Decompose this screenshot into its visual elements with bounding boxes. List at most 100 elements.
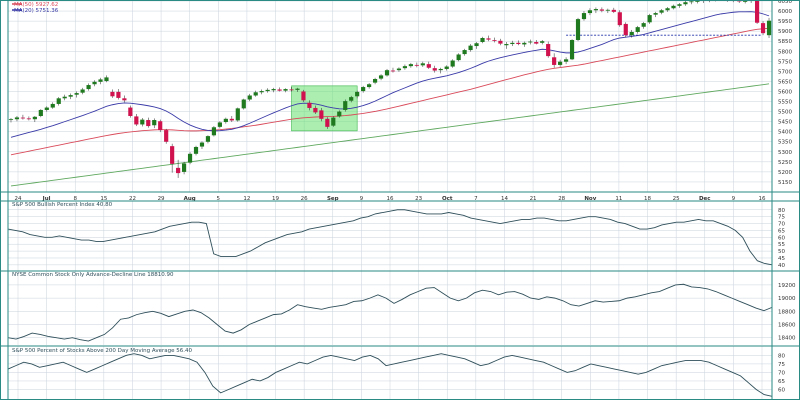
candle-body [468,45,473,51]
candle-body [635,27,640,32]
candle-body [355,91,360,97]
candle-body [623,23,628,36]
y-tick-label: 5800 [778,49,792,55]
candle-body [56,98,61,104]
candle-body [158,121,163,131]
x-tick-label: Sep [327,196,339,202]
candle-body [217,122,222,127]
candle-body [122,98,127,101]
x-tick-label: 15 [100,196,107,202]
candle-body [301,91,306,101]
y-tick-label: 5150 [778,180,792,186]
x-tick-label: 14 [501,196,508,202]
y-tick-label: 5500 [778,110,792,116]
y-tick-label: 80 [778,353,785,359]
candle-body [313,107,318,113]
candle-body [617,12,622,26]
ma-long-line [10,83,770,187]
candle-body [140,119,145,125]
candle-body [516,42,521,45]
candle-body [546,44,551,57]
candle-body [414,64,419,66]
candle-body [641,23,646,27]
legend-label-ma50: MA(50) 5927.62 [14,2,58,8]
y-tick-label: 70 [778,370,785,376]
y-tick-label: 60 [778,387,785,393]
candle-body [766,20,772,36]
candle-body [599,9,604,11]
candle-body [253,92,258,96]
candle-body [402,66,408,69]
candle-body [647,15,652,23]
y-tick-label: 80 [778,208,785,214]
price-y-ticks: 5150 5200 5250 5300 5350 5400 5450 5500 5550 5600… [778,0,792,186]
candle-body [504,44,509,46]
x-tick-label: 16 [759,196,766,202]
x-tick-label: 9 [360,196,364,202]
candle-body [569,40,575,60]
candle-body [199,142,205,147]
candle-body [32,116,37,120]
price-x-labels: 24 Jul 8 15 22 29 Aug 5 12 19 26 Sep 9 16 23 Oct 7 14 21 28… [15,196,766,202]
y-tick-label: 6050 [778,0,792,5]
candle-body [20,117,26,119]
candles [8,0,772,178]
adl-title: NYSE Common Stock Only Advance-Decline L… [12,272,174,278]
candle-body [259,91,264,93]
candle-body [116,91,121,98]
candle-body [319,110,324,119]
candle-body [456,54,461,61]
legend-label-ma20: MA(20) 5751.36 [14,8,59,14]
x-tick-label: Dec [699,196,711,202]
candle-body [450,60,455,67]
adl-panel: 18400 18600 18800 19000 19200 NYSE Common St… [7,271,796,345]
candle-body [235,108,240,121]
y-tick-label: 6000 [778,9,792,15]
candle-body [68,95,73,97]
candle-body [211,127,217,136]
candle-body [283,89,288,91]
candle-body [677,4,682,6]
x-tick-label: 24 [15,196,22,202]
price-panel: 5150520052505300535054005450550055505600… [8,0,792,202]
x-tick-label: 18 [644,196,651,202]
candle-body [307,102,312,108]
candle-body [665,8,670,11]
y-tick-label: 5950 [778,19,792,25]
candle-body [50,103,55,108]
y-tick-label: 70 [778,222,785,228]
candle-body [164,130,169,142]
candle-body [229,118,234,121]
candle-body [540,41,545,43]
y-tick-label: 5600 [778,89,792,95]
y-tick-label: 50 [778,249,785,255]
y-tick-label: 18400 [778,336,796,342]
candle-body [563,59,569,62]
candle-body [498,40,503,44]
x-tick-label: 8 [73,196,77,202]
x-tick-label: 19 [272,196,279,202]
bpi-title: S&P 500 Bullish Percent Index 40.80 [12,202,113,208]
y-tick-label: 5850 [778,39,792,45]
y-tick-label: 60 [778,235,785,241]
y-tick-label: 45 [778,256,785,262]
x-tick-label: 12 [243,196,250,202]
candle-body [605,9,610,11]
candle-body [187,153,193,163]
x-tick-label: 21 [530,196,537,202]
y-tick-label: 5750 [778,59,792,65]
candle-body [44,107,49,110]
candle-body [462,50,467,55]
y-tick-label: 75 [778,362,785,368]
candle-body [558,61,563,65]
candle-body [426,64,431,68]
adl-line [7,283,773,342]
candle-body [331,117,336,126]
price-legend: MA(50) 5927.62 MA(20) 5751.36 [12,2,59,14]
candle-body [629,31,634,36]
candle-body [444,66,449,69]
candle-body [170,146,175,164]
y-tick-label: 18800 [778,309,796,315]
